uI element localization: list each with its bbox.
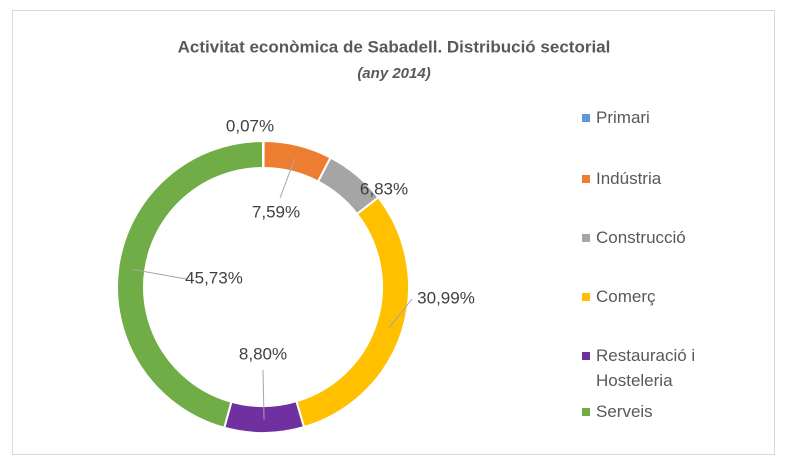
leader-line: [131, 268, 187, 280]
legend-label: Construcció: [596, 228, 686, 247]
legend-swatch: [582, 234, 590, 242]
legend-swatch: [582, 114, 590, 122]
legend-label: Serveis: [596, 402, 653, 421]
leader-line: [388, 298, 413, 329]
chart-subtitle: (any 2014): [357, 65, 430, 82]
legend-item: Restauració i Hosteleria: [582, 343, 732, 393]
data-label: 30,99%: [417, 288, 475, 307]
legend-swatch: [582, 408, 590, 416]
data-label: 6,83%: [360, 179, 408, 198]
data-label: 45,73%: [185, 268, 243, 287]
legend-swatch: [582, 293, 590, 301]
legend-swatch: [582, 175, 590, 183]
legend-item: Comerç: [582, 284, 732, 309]
legend-label: Indústria: [596, 169, 662, 188]
legend-item: Construcció: [582, 225, 732, 250]
leader-line: [262, 369, 265, 420]
legend-item: Serveis: [582, 399, 732, 424]
data-label: 8,80%: [239, 344, 287, 363]
data-label: 0,07%: [226, 116, 274, 135]
legend-swatch: [582, 352, 590, 360]
legend-label: Primari: [596, 108, 650, 127]
legend-label: Comerç: [596, 287, 656, 306]
legend-label: Restauració i Hosteleria: [596, 346, 696, 390]
legend-item: Indústria: [582, 166, 732, 191]
donut-segment: [115, 139, 264, 429]
data-label: 7,59%: [252, 202, 300, 221]
leader-line: [279, 158, 296, 199]
leader-line: [347, 184, 371, 196]
legend-item: Primari: [582, 105, 732, 130]
chart-title: Activitat econòmica de Sabadell. Distrib…: [178, 37, 611, 56]
